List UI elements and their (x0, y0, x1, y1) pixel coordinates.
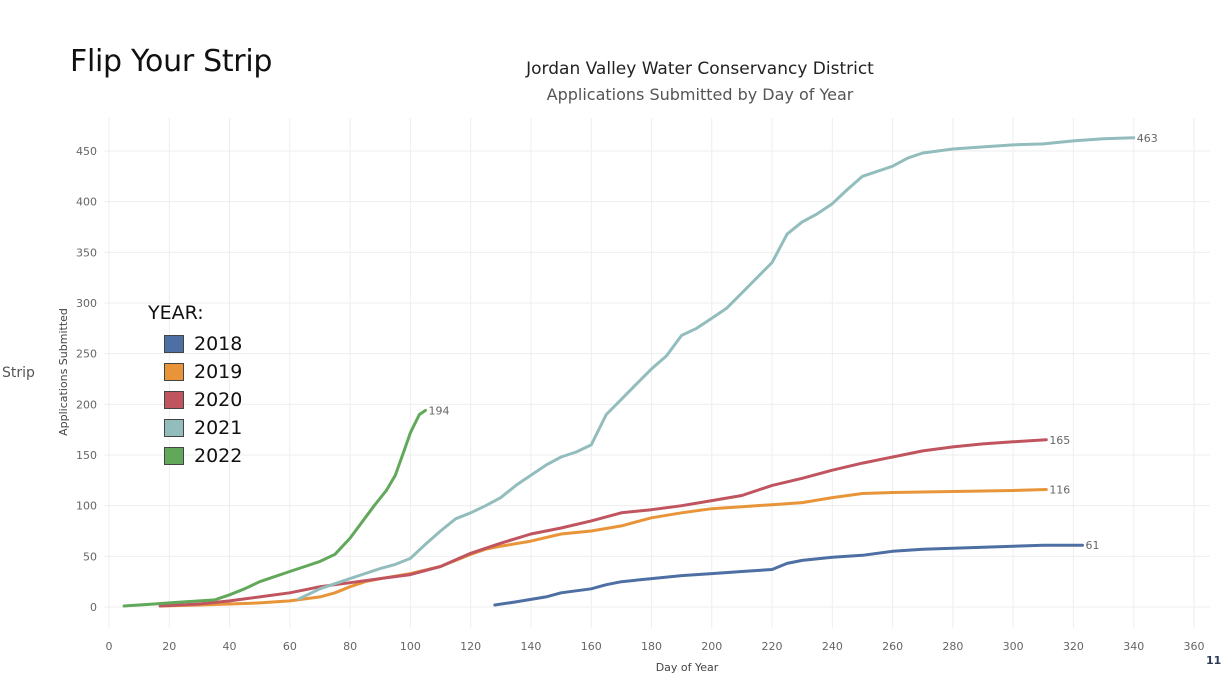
end-label-2021: 463 (1137, 132, 1158, 145)
x-tick-label: 200 (701, 640, 722, 653)
slide-number: 11 (1206, 654, 1222, 667)
x-tick-label: 80 (343, 640, 357, 653)
x-tick-label: 240 (822, 640, 843, 653)
x-tick-label: 340 (1123, 640, 1144, 653)
legend-swatch-2022 (164, 447, 184, 465)
end-label-2018: 61 (1085, 539, 1099, 552)
y-tick-label: 250 (76, 348, 97, 361)
x-tick-label: 320 (1063, 640, 1084, 653)
legend-item-2020: 2020 (164, 386, 242, 414)
series-line-2020 (158, 438, 1048, 608)
y-tick-label: 50 (83, 550, 97, 563)
legend-label-2022: 2022 (194, 445, 243, 467)
chart-title: Jordan Valley Water Conservancy District (526, 59, 874, 79)
series-line-2022 (122, 408, 427, 608)
x-tick-label: 160 (581, 640, 602, 653)
series-line-2021 (297, 136, 1136, 601)
series-line-2018 (493, 543, 1084, 607)
series-line-2019 (158, 488, 1048, 608)
y-tick-label: 400 (76, 196, 97, 209)
x-tick-label: 0 (106, 640, 113, 653)
legend-label-2018: 2018 (194, 333, 243, 355)
chart-subtitle: Applications Submitted by Day of Year (546, 85, 854, 104)
y-axis-label: Applications Submitted (57, 308, 70, 436)
x-tick-label: 360 (1184, 640, 1205, 653)
legend-title: YEAR: (148, 302, 204, 324)
y-tick-label: 300 (76, 297, 97, 310)
x-tick-label: 120 (460, 640, 481, 653)
y-tick-label: 450 (76, 145, 97, 158)
x-tick-label: 180 (641, 640, 662, 653)
y-tick-label: 150 (76, 449, 97, 462)
legend-item-2021: 2021 (164, 414, 242, 442)
legend-swatch-2020 (164, 391, 184, 409)
x-tick-label: 40 (223, 640, 237, 653)
end-label-2022: 194 (428, 404, 449, 417)
x-tick-label: 260 (882, 640, 903, 653)
legend-swatch-2021 (164, 419, 184, 437)
legend-item-2019: 2019 (164, 358, 242, 386)
y-tick-label: 0 (90, 601, 97, 614)
x-tick-label: 100 (400, 640, 421, 653)
end-label-2020: 165 (1049, 434, 1070, 447)
slide-title: Flip Your Strip (70, 44, 273, 79)
x-tick-label: 20 (162, 640, 176, 653)
x-axis-label: Day of Year (656, 661, 719, 674)
legend-item-2018: 2018 (164, 330, 242, 358)
y-tick-label: 100 (76, 500, 97, 513)
legend-item-2022: 2022 (164, 442, 242, 470)
x-tick-label: 140 (520, 640, 541, 653)
x-tick-label: 280 (942, 640, 963, 653)
legend-swatch-2019 (164, 363, 184, 381)
legend-label-2020: 2020 (194, 389, 243, 411)
legend-label-2021: 2021 (194, 417, 243, 439)
legend-label-2019: 2019 (194, 361, 243, 383)
y-tick-label: 200 (76, 398, 97, 411)
legend-swatch-2018 (164, 335, 184, 353)
x-tick-label: 220 (762, 640, 783, 653)
end-label-2019: 116 (1049, 483, 1070, 496)
x-tick-label: 300 (1003, 640, 1024, 653)
legend: YEAR: 2018 2019 2020 2021 2022 (148, 302, 242, 470)
x-tick-label: 60 (283, 640, 297, 653)
y-tick-label: 350 (76, 246, 97, 259)
side-label: Strip (2, 365, 35, 381)
